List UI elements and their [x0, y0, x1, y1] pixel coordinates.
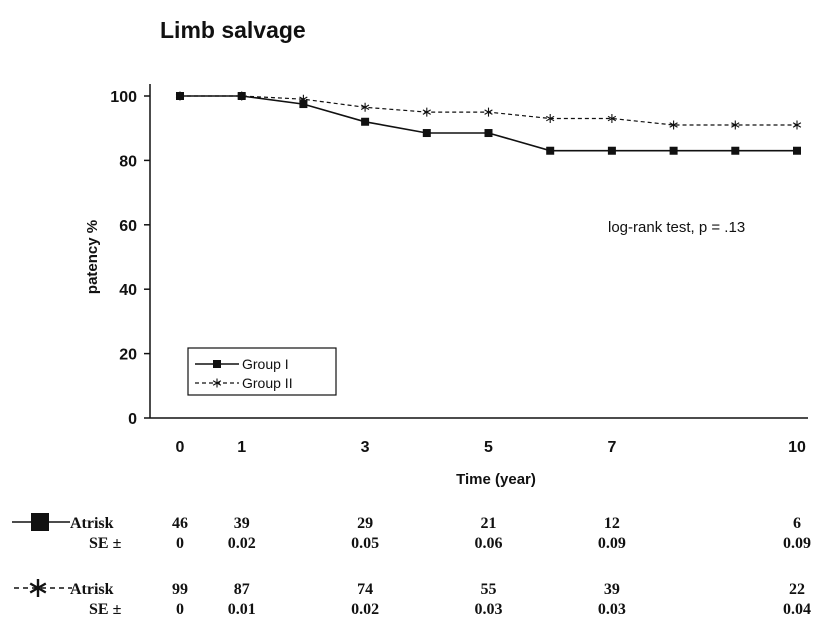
chart-title: Limb salvage	[160, 17, 306, 43]
data-point-group-1	[607, 146, 616, 155]
data-point-group-2	[669, 120, 678, 130]
se-value: 0.02	[351, 601, 379, 618]
data-point-group-1	[299, 100, 308, 109]
data-point-group-1	[731, 146, 740, 155]
at-risk-value: 39	[234, 515, 250, 532]
risk-marker-square	[31, 513, 49, 531]
data-point-group-2	[237, 91, 246, 101]
legend-marker-group-2	[212, 378, 222, 388]
data-point-group-2	[731, 120, 740, 130]
at-risk-value: 74	[357, 581, 373, 598]
data-point-group-1	[669, 146, 678, 155]
se-row-label: SE ±	[89, 601, 122, 618]
legend-label-group-1: Group I	[242, 356, 289, 372]
y-tick-label: 20	[119, 347, 137, 364]
se-value: 0.04	[783, 601, 811, 618]
data-point-group-2	[360, 102, 370, 112]
data-point-group-2	[792, 120, 802, 130]
risk-row-label: Atrisk	[70, 515, 114, 532]
at-risk-value: 29	[357, 515, 373, 532]
at-risk-value: 46	[172, 515, 188, 532]
se-value: 0.06	[475, 535, 503, 552]
at-risk-value: 12	[604, 515, 620, 532]
se-value: 0.05	[351, 535, 379, 552]
at-risk-value: 22	[789, 581, 805, 598]
log-rank-annotation: log-rank test, p = .13	[608, 219, 745, 236]
se-value: 0.09	[598, 535, 626, 552]
data-point-group-1	[793, 146, 801, 155]
at-risk-value: 55	[481, 581, 497, 598]
se-value: 0.01	[228, 601, 256, 618]
axes: 0 20 40 60 80 100 0 1 3 5 7 10 Time (year) patency %	[84, 84, 808, 488]
y-tick-label: 60	[119, 218, 137, 235]
at-risk-value: 6	[793, 515, 801, 532]
at-risk-value: 99	[172, 581, 188, 598]
data-point-group-1	[361, 117, 370, 126]
x-tick-label: 5	[484, 439, 493, 456]
legend: Group I Group II	[187, 347, 337, 396]
x-tick-label: 7	[607, 439, 616, 456]
data-point-group-2	[422, 107, 431, 117]
data-point-group-1	[422, 129, 431, 138]
y-tick-label: 100	[110, 89, 137, 106]
x-tick-label: 3	[361, 439, 370, 456]
se-value: 0.03	[598, 601, 626, 618]
data-point-group-2	[546, 114, 555, 124]
se-value: 0	[176, 601, 184, 618]
x-tick-label: 10	[788, 439, 806, 456]
data-point-group-2	[299, 94, 308, 104]
y-axis-label: patency %	[84, 220, 101, 294]
legend-label-group-2: Group II	[242, 375, 293, 391]
at-risk-value: 87	[234, 581, 250, 598]
legend-box	[187, 347, 337, 396]
series-line-1	[180, 95, 797, 152]
se-value: 0	[176, 535, 184, 552]
risk-marker-star	[29, 579, 47, 597]
data-point-group-2	[175, 91, 185, 101]
se-value: 0.09	[783, 535, 811, 552]
se-row-label: SE ±	[89, 535, 122, 552]
at-risk-value: 39	[604, 581, 620, 598]
x-tick-label: 1	[237, 439, 246, 456]
x-tick-label: 0	[176, 439, 185, 456]
data-point-group-1	[546, 146, 555, 155]
risk-row-label: Atrisk	[70, 581, 114, 598]
y-tick-label: 0	[128, 411, 137, 428]
data-point-group-2	[484, 107, 493, 117]
at-risk-value: 21	[481, 515, 497, 532]
x-axis-label: Time (year)	[456, 471, 536, 488]
se-value: 0.02	[228, 535, 256, 552]
se-value: 0.03	[475, 601, 503, 618]
data-point-group-1	[484, 129, 493, 138]
risk-table: Atrisk SE ± 46 0 39 0.02 29 0.05 21 0.06 12 0.09 6 0.…	[12, 513, 811, 618]
y-tick-label: 40	[119, 282, 137, 299]
legend-marker-group-1	[213, 360, 221, 368]
data-point-group-2	[607, 114, 617, 124]
series-layer	[175, 91, 802, 155]
y-tick-label: 80	[119, 153, 137, 170]
